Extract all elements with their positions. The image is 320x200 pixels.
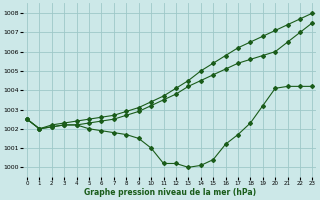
X-axis label: Graphe pression niveau de la mer (hPa): Graphe pression niveau de la mer (hPa) (84, 188, 256, 197)
